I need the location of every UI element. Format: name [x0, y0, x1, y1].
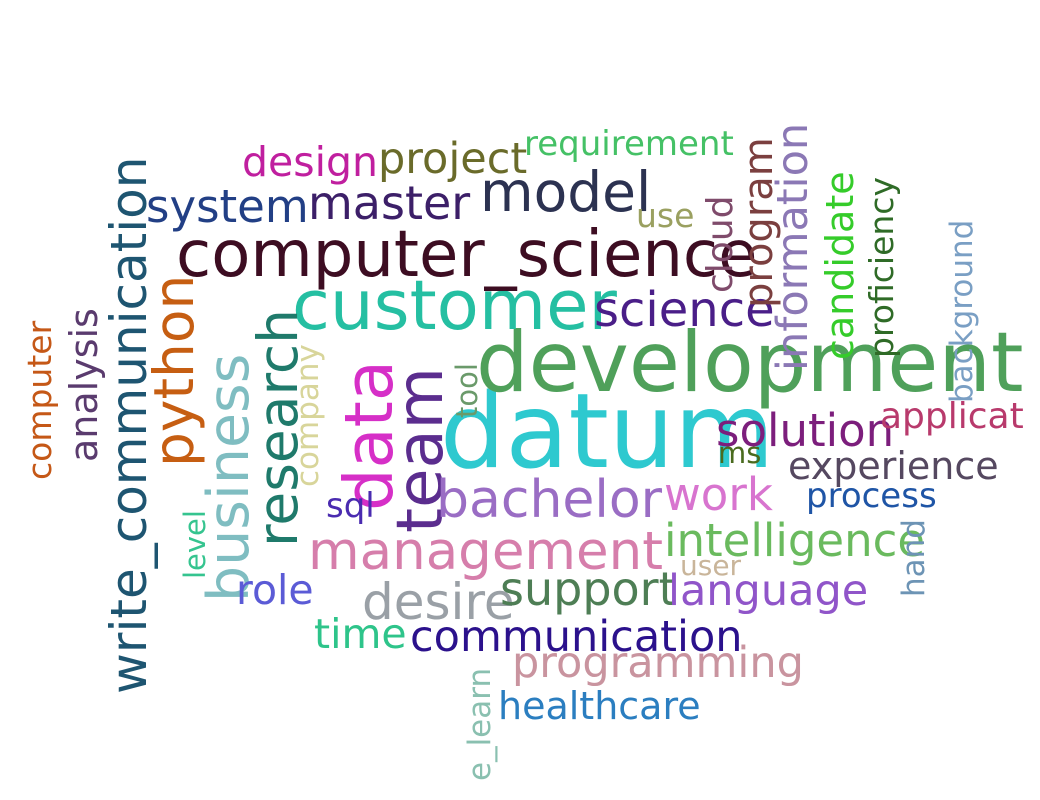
word-program: program	[736, 136, 782, 308]
word-customer: customer	[292, 265, 617, 346]
word-background: background	[943, 219, 980, 403]
word-support: support	[500, 562, 677, 616]
word-computer-science: computer_science	[176, 218, 758, 292]
word-language: language	[668, 565, 869, 616]
word-communication: communication	[410, 611, 743, 662]
word-computer: computer	[19, 320, 59, 480]
word-user: user	[680, 549, 742, 582]
word-project: project	[378, 133, 528, 184]
word-intelligence: intelligence	[664, 513, 926, 567]
word-system: system	[146, 179, 309, 233]
word-requirement: requirement	[524, 124, 734, 164]
word-experience: experience	[788, 444, 999, 488]
word-management: management	[308, 520, 664, 582]
word-model: model	[480, 159, 652, 224]
word-proficiency: proficiency	[861, 176, 901, 358]
word-science: science	[594, 282, 775, 338]
word-master: master	[308, 176, 471, 230]
word-development: development	[476, 313, 1024, 411]
word-programming: programming	[512, 637, 804, 688]
word-design: design	[242, 137, 379, 186]
word-work: work	[664, 467, 773, 521]
word-process: process	[806, 476, 937, 516]
word-time: time	[314, 609, 407, 658]
word-role: role	[236, 565, 314, 614]
word-tool: tool	[449, 362, 484, 418]
word-desire: desire	[362, 573, 515, 631]
word-solution: solution	[716, 403, 895, 457]
word-ms: ms	[718, 435, 762, 470]
word-cloud: cloud	[700, 195, 741, 294]
word-analysis: analysis	[62, 308, 106, 462]
word-company: company	[289, 343, 326, 487]
word-sql: sql	[326, 486, 375, 526]
word-candidate: candidate	[818, 170, 862, 360]
word-use: use	[636, 195, 695, 235]
word-healthcare: healthcare	[498, 684, 701, 728]
word-hand: hand	[895, 519, 932, 597]
word-bachelor: bachelor	[436, 470, 663, 530]
word-datum: datum	[440, 371, 775, 492]
word-applicat: applicat	[880, 396, 1024, 437]
word-level: level	[177, 509, 212, 579]
word-e-learn: e_learn	[461, 667, 498, 781]
word-python: python	[141, 274, 206, 467]
